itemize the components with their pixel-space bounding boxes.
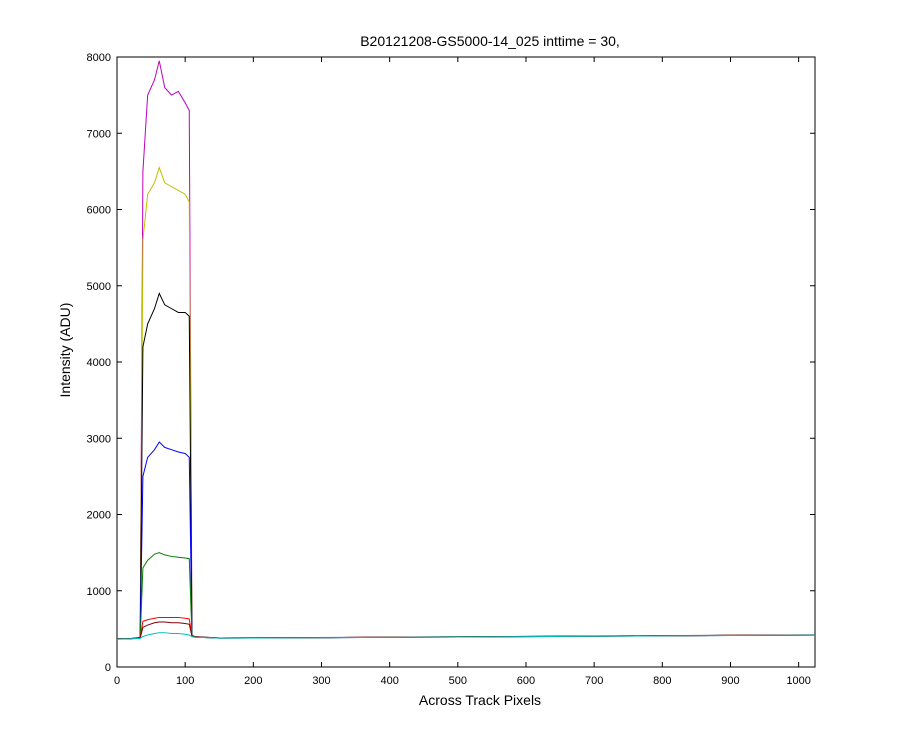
data-line	[116, 632, 816, 640]
x-tick-label: 300	[312, 675, 330, 687]
x-tick-label: 800	[653, 675, 671, 687]
x-tick-label: 100	[176, 675, 194, 687]
y-tick-label: 2000	[87, 510, 111, 522]
x-axis-label: Across Track Pixels	[419, 692, 541, 708]
y-tick-label: 6000	[87, 205, 111, 217]
x-tick-label: 600	[517, 675, 535, 687]
x-tick-label: 500	[449, 675, 467, 687]
x-tick-label: 400	[380, 675, 398, 687]
x-tick-label: 900	[721, 675, 739, 687]
y-tick-label: 8000	[87, 52, 111, 64]
y-tick-label: 0	[105, 662, 111, 674]
x-tick-label: 700	[585, 675, 603, 687]
x-tick-label: 0	[114, 675, 120, 687]
y-tick-label: 1000	[87, 586, 111, 598]
x-tick-label: 200	[244, 675, 262, 687]
y-tick-label: 7000	[87, 128, 111, 140]
x-tick-label: 1000	[786, 675, 810, 687]
y-tick-label: 4000	[87, 357, 111, 369]
y-tick-label: 5000	[87, 281, 111, 293]
y-tick-label: 3000	[87, 433, 111, 445]
y-axis-label: Intensity (ADU)	[57, 303, 73, 398]
chart-title: B20121208-GS5000-14_025 inttime = 30,	[360, 33, 620, 49]
plot-area	[116, 56, 816, 668]
